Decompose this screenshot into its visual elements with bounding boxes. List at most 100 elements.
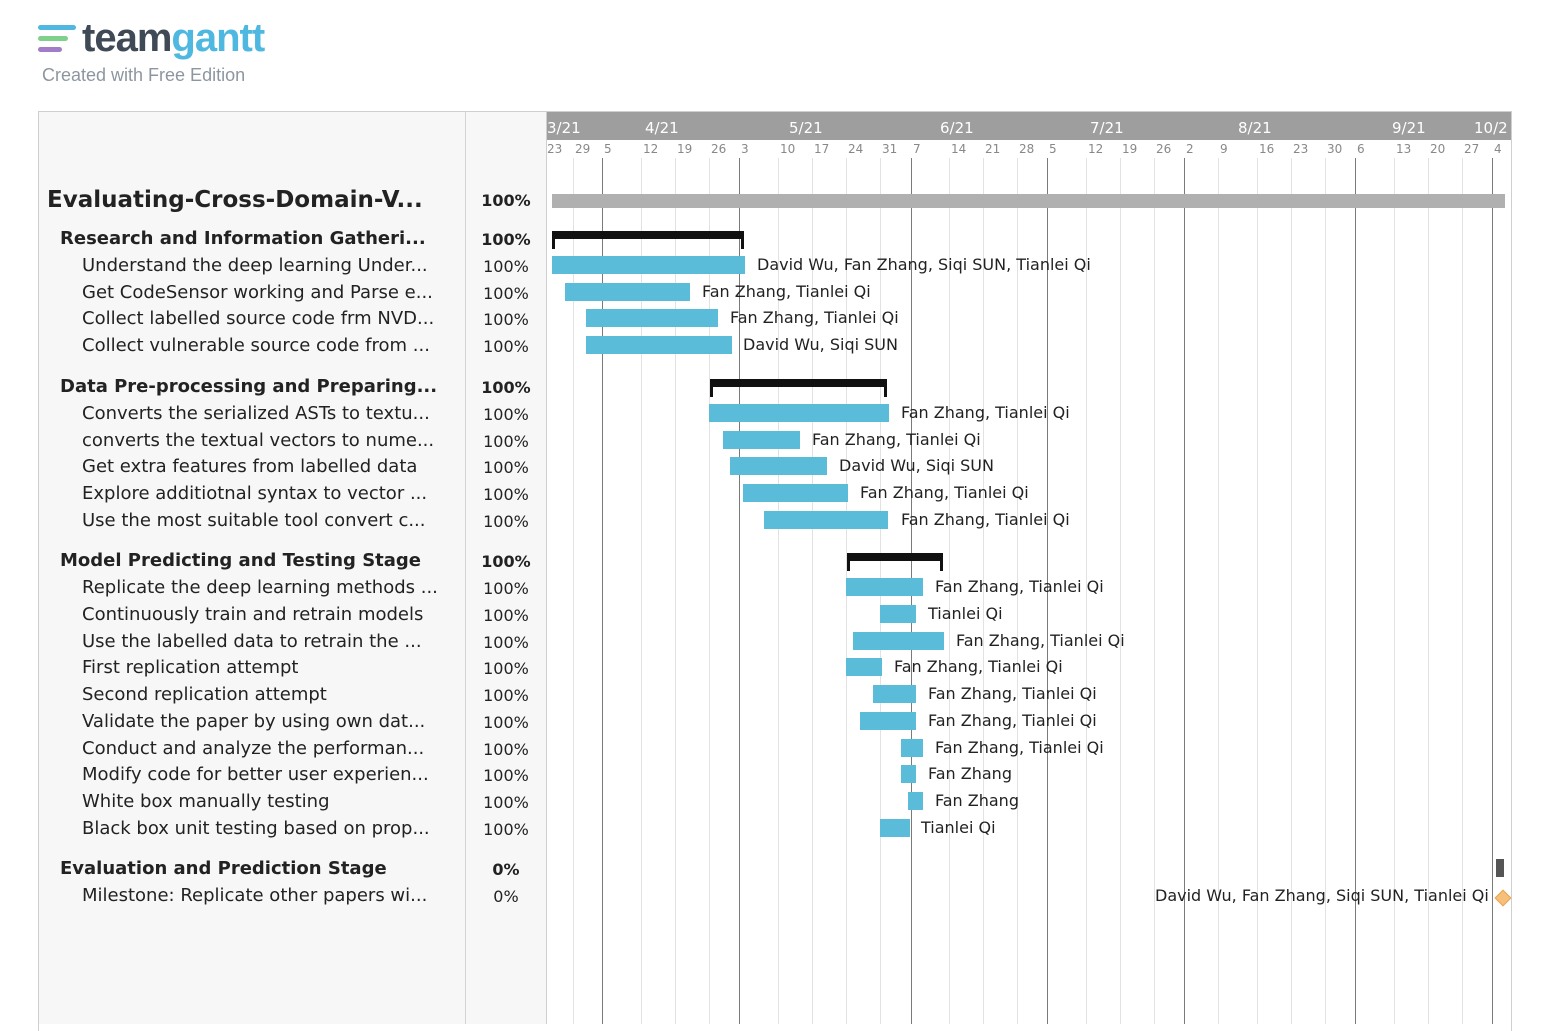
project-name[interactable]: Evaluating-Cross-Domain-V... — [47, 187, 423, 213]
task-bar[interactable] — [880, 818, 910, 837]
task-percent: 100% — [483, 257, 529, 276]
task-bar[interactable] — [764, 510, 888, 529]
task-assignees: Fan Zhang, Tianlei Qi — [894, 657, 1063, 677]
task-name[interactable]: White box manually testing — [82, 790, 330, 812]
week-gridline — [778, 112, 779, 1024]
task-bar[interactable] — [846, 658, 882, 677]
task-percent: 100% — [483, 659, 529, 679]
week-label: 23 — [547, 142, 563, 156]
group-bar[interactable] — [1496, 859, 1504, 878]
task-bar[interactable] — [586, 336, 732, 355]
task-percent: 100% — [483, 579, 529, 599]
group-name[interactable]: Research and Information Gatheri... — [60, 228, 426, 249]
week-label: 13 — [1396, 142, 1412, 156]
task-bar[interactable] — [860, 711, 916, 730]
week-label: 26 — [1156, 142, 1172, 156]
project-percent: 100% — [481, 191, 531, 210]
week-label: 7 — [913, 142, 921, 156]
month-gridline — [739, 112, 740, 1024]
task-bar[interactable] — [565, 282, 690, 301]
task-assignees: Fan Zhang, Tianlei Qi — [860, 482, 1029, 502]
month-band: 3/21 4/21 5/21 6/21 7/21 8/21 9/21 10/2 — [547, 112, 1511, 140]
task-name[interactable]: Use the labelled data to retrain the ... — [82, 630, 422, 652]
week-gridline — [983, 112, 984, 1024]
task-bar[interactable] — [730, 457, 827, 476]
week-gridline — [1120, 112, 1121, 1024]
week-label: 2 — [1186, 142, 1194, 156]
task-name[interactable]: Validate the paper by using own dat... — [82, 710, 426, 732]
month-label: 4/21 — [645, 119, 679, 137]
task-bar[interactable] — [552, 256, 745, 274]
week-label: 10 — [780, 142, 796, 156]
week-gridline — [675, 112, 676, 1024]
week-label: 14 — [951, 142, 967, 156]
week-gridline — [1325, 112, 1326, 1024]
group-name[interactable]: Model Predicting and Testing Stage — [60, 550, 422, 572]
task-percent: 100% — [483, 686, 529, 706]
task-bar[interactable] — [901, 765, 916, 784]
week-gridline — [1257, 112, 1258, 1024]
task-name[interactable]: Collect labelled source code frm NVD... — [82, 308, 435, 330]
task-name[interactable]: Second replication attempt — [82, 684, 327, 706]
task-assignees: David Wu, Fan Zhang, Siqi SUN, Tianlei Q… — [1155, 886, 1489, 906]
task-percent: 100% — [483, 739, 529, 759]
task-name[interactable]: Use the most suitable tool convert c... — [82, 509, 426, 531]
task-name[interactable]: Replicate the deep learning methods ... — [82, 577, 438, 599]
task-assignees: Fan Zhang, Tianlei Qi — [956, 630, 1125, 650]
task-bar[interactable] — [853, 631, 944, 650]
group-percent: 100% — [481, 230, 531, 249]
task-assignees: Fan Zhang, Tianlei Qi — [935, 577, 1104, 597]
group-name[interactable]: Evaluation and Prediction Stage — [60, 858, 387, 880]
edition-subtitle: Created with Free Edition — [42, 65, 246, 85]
task-percent: 100% — [483, 606, 529, 625]
task-name[interactable]: Continuously train and retrain models — [82, 604, 424, 625]
group-name[interactable]: Data Pre-processing and Preparing... — [60, 375, 438, 397]
task-assignees: Fan Zhang, Tianlei Qi — [901, 509, 1070, 529]
task-name[interactable]: Black box unit testing based on prop... — [82, 817, 430, 839]
group-bar[interactable] — [847, 553, 943, 572]
group-bar[interactable] — [552, 231, 744, 249]
timeline-header: 3/21 4/21 5/21 6/21 7/21 8/21 9/21 10/2 23 29 5 12… — [547, 112, 1511, 158]
task-percent: 100% — [483, 511, 529, 531]
task-bar[interactable] — [908, 791, 923, 810]
task-name[interactable]: Milestone: Replicate other papers wi... — [82, 885, 428, 907]
task-name[interactable]: Collect vulnerable source code from ... — [82, 335, 430, 357]
task-name[interactable]: Get extra features from labelled data — [82, 456, 418, 478]
task-bar[interactable] — [743, 483, 848, 502]
task-name[interactable]: Converts the serialized ASTs to textu... — [82, 402, 430, 424]
task-name[interactable]: Understand the deep learning Under... — [82, 255, 428, 276]
month-label: 10/2 — [1474, 119, 1508, 137]
task-assignees: Fan Zhang, Tianlei Qi — [935, 737, 1104, 757]
week-gridline — [1291, 112, 1292, 1024]
task-percent: 0% — [493, 887, 519, 907]
chart-frame — [38, 111, 1512, 1031]
task-name[interactable]: Get CodeSensor working and Parse e... — [82, 281, 433, 303]
task-name[interactable]: First replication attempt — [82, 657, 299, 679]
task-name[interactable]: Explore additiotnal syntax to vector ... — [82, 482, 428, 504]
task-name[interactable]: Modify code for better user experien... — [82, 764, 429, 786]
task-assignees: Fan Zhang, Tianlei Qi — [928, 684, 1097, 704]
task-name[interactable]: converts the textual vectors to nume... — [82, 429, 435, 451]
task-percent: 100% — [483, 484, 529, 504]
task-percent: 100% — [483, 458, 529, 478]
task-assignees: David Wu, Siqi SUN — [839, 456, 994, 476]
task-bar[interactable] — [586, 309, 718, 328]
task-bar[interactable] — [709, 403, 889, 422]
week-label: 23 — [1293, 142, 1309, 156]
project-bar[interactable] — [552, 194, 1505, 208]
week-gridline — [1086, 112, 1087, 1024]
week-label: 24 — [848, 142, 864, 156]
task-bar[interactable] — [723, 430, 800, 449]
task-assignees: Fan Zhang, Tianlei Qi — [928, 710, 1097, 730]
week-label: 4 — [1494, 142, 1502, 156]
group-bar[interactable] — [710, 378, 887, 397]
task-assignees: David Wu, Siqi SUN — [743, 335, 898, 355]
task-percent: 100% — [483, 431, 529, 451]
task-bar[interactable] — [901, 738, 923, 757]
task-name[interactable]: Conduct and analyze the performan... — [82, 737, 425, 759]
month-label: 6/21 — [940, 119, 974, 137]
task-bar[interactable] — [846, 578, 923, 597]
week-label: 21 — [985, 142, 1001, 156]
task-bar[interactable] — [880, 605, 916, 623]
task-bar[interactable] — [873, 685, 916, 704]
